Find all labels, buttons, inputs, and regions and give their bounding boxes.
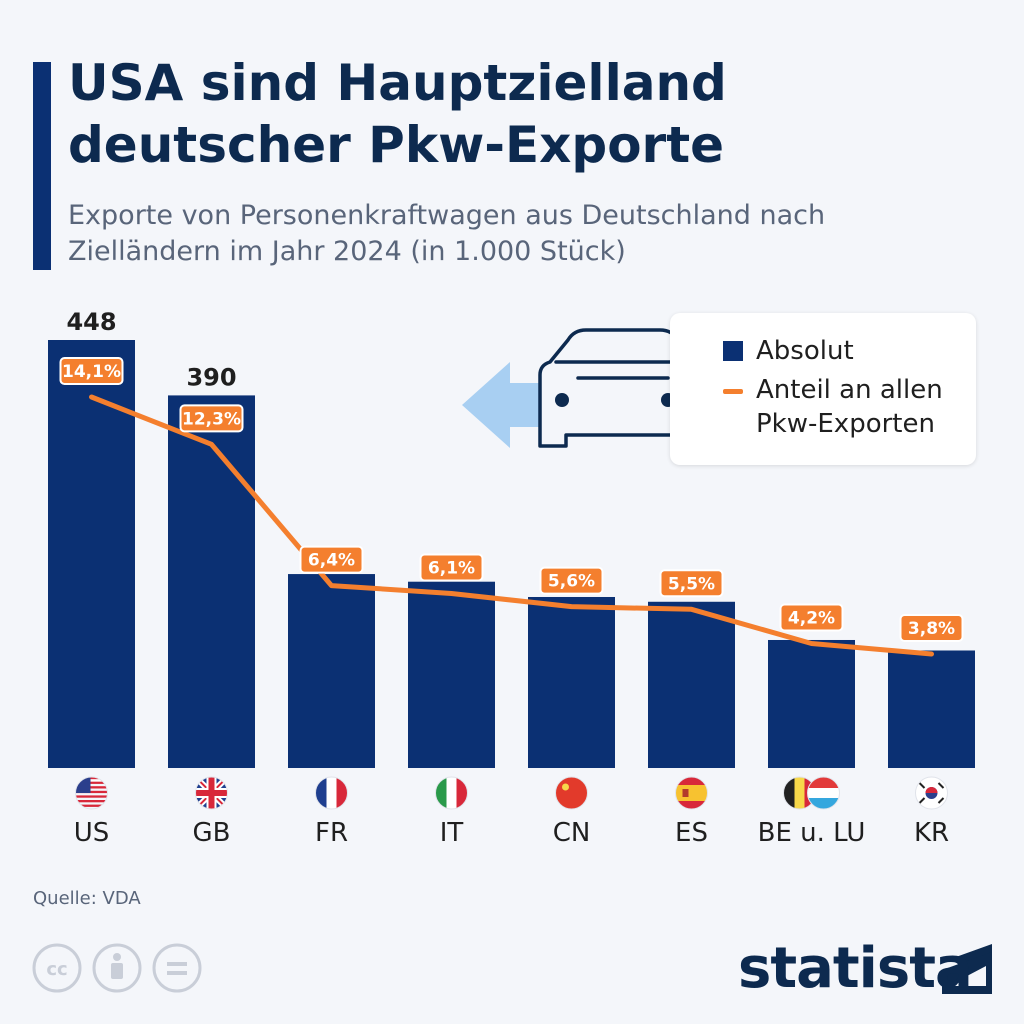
- source-note: Quelle: VDA: [33, 888, 141, 909]
- kr-flag-icon: [915, 776, 948, 810]
- share-label-text: 5,6%: [548, 572, 595, 592]
- share-label: 6,1%: [419, 553, 484, 582]
- gb-flag-icon: [195, 776, 228, 810]
- share-label: 14,1%: [59, 357, 124, 385]
- nd-equals-icon: [152, 943, 202, 993]
- bar-gb: [168, 395, 255, 768]
- chart-title: USA sind Hauptzielland deutscher Pkw-Exp…: [68, 54, 727, 174]
- share-label: 5,6%: [539, 566, 604, 595]
- legend-line-swatch: [723, 389, 743, 394]
- share-label-text: 14,1%: [62, 362, 121, 382]
- share-label-text: 6,4%: [308, 551, 355, 571]
- share-line: [89, 394, 934, 657]
- category-label: KR: [914, 818, 949, 848]
- legend-bar-swatch: [723, 341, 743, 361]
- category-label: ES: [675, 818, 708, 848]
- bar-value-label: 448: [66, 308, 116, 336]
- bar-it: [408, 581, 495, 768]
- share-label: 4,2%: [779, 603, 844, 632]
- category-label: IT: [440, 818, 464, 848]
- category-label: BE u. LU: [758, 818, 866, 848]
- share-label-text: 12,3%: [182, 409, 241, 429]
- fr-flag-icon: [315, 776, 348, 810]
- legend: Absolut Anteil an allen Pkw-Exporten: [670, 313, 976, 465]
- brand-name[interactable]: statista: [738, 936, 973, 1001]
- share-label: 3,8%: [899, 614, 964, 643]
- share-label-text: 6,1%: [428, 558, 475, 578]
- it-flag-icon: [435, 776, 468, 810]
- bar-us: [48, 340, 135, 768]
- cc-icon: cc: [32, 943, 82, 993]
- share-label: 12,3%: [179, 404, 244, 433]
- share-label: 5,5%: [659, 569, 724, 598]
- cn-flag-icon: [555, 776, 588, 810]
- share-label-text: 3,8%: [908, 619, 955, 639]
- es-flag-icon: [675, 776, 708, 810]
- bars-layer: 448390203195179174134123: [48, 308, 975, 768]
- chart-subtitle: Exporte von Personenkraftwagen aus Deuts…: [68, 200, 826, 267]
- by-person-icon: [92, 943, 142, 993]
- share-label-text: 4,2%: [788, 608, 835, 628]
- license-icons: cc: [32, 943, 202, 993]
- legend-label-share: Anteil an allen Pkw-Exporten: [756, 375, 943, 439]
- legend-label-absolut: Absolut: [756, 336, 854, 366]
- flags-layer: US GB FR IT CN ES BE u. LU KR: [74, 776, 949, 848]
- svg-text:cc: cc: [46, 959, 67, 980]
- category-label: GB: [193, 818, 231, 848]
- category-label: FR: [315, 818, 348, 848]
- bar-kr: [888, 650, 975, 768]
- bar-be-u-lu: [768, 639, 855, 768]
- category-label: CN: [553, 818, 591, 848]
- arrow-left-icon: [462, 362, 545, 448]
- bar-es: [648, 601, 735, 768]
- us-flag-icon: [75, 776, 108, 810]
- category-label: US: [74, 818, 110, 848]
- line-layer: 14,1% 12,3% 6,4% 6,1% 5,6% 5,5% 4,2% 3,8%: [59, 357, 964, 657]
- share-label: 6,4%: [299, 545, 364, 574]
- bar-value-label: 390: [186, 363, 236, 391]
- share-label-text: 5,5%: [668, 574, 715, 594]
- bar-cn: [528, 596, 615, 768]
- title-accent-bar: [33, 62, 51, 270]
- bar-fr: [288, 574, 375, 768]
- statista-logo-icon: [942, 944, 992, 994]
- lu-flag-icon: [807, 776, 840, 810]
